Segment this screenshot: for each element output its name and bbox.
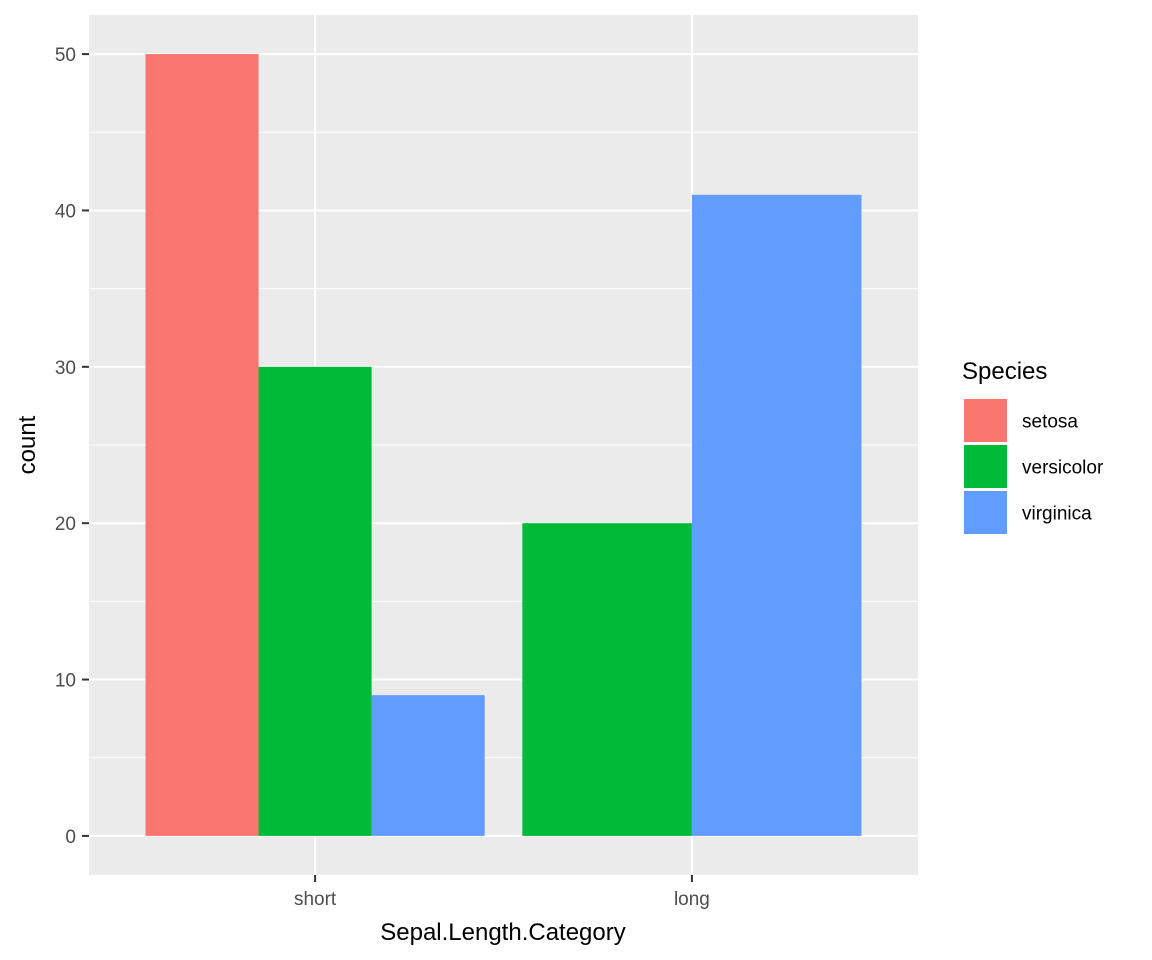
y-tick-label: 10: [55, 671, 76, 692]
y-tick-label: 40: [55, 201, 76, 222]
y-tick-label: 50: [55, 45, 76, 66]
legend-key-versicolor: [964, 445, 1007, 488]
bar-virginica-short: [371, 695, 485, 836]
bar-setosa-short: [145, 54, 259, 836]
bar-virginica-long: [691, 194, 862, 836]
bars: [145, 54, 862, 836]
legend-key-virginica: [964, 491, 1007, 534]
legend-items: setosa versicolor virginica: [963, 398, 1104, 535]
x-axis: short long: [294, 875, 710, 910]
y-tick-label: 0: [65, 827, 76, 848]
y-axis: 0 10 20 30 40 50: [55, 45, 89, 848]
legend-title: Species: [962, 358, 1047, 385]
legend-key-setosa: [964, 399, 1007, 442]
y-axis-title: count: [14, 415, 41, 474]
y-tick-label: 20: [55, 514, 76, 535]
x-tick-label-long: long: [674, 889, 710, 910]
legend-label-setosa: setosa: [1022, 412, 1078, 433]
bar-versicolor-short: [258, 366, 372, 836]
legend-label-versicolor: versicolor: [1022, 458, 1104, 479]
bar-versicolor-long: [522, 523, 692, 836]
y-tick-label: 30: [55, 358, 76, 379]
legend-label-virginica: virginica: [1022, 504, 1092, 525]
x-tick-label-short: short: [294, 889, 337, 910]
x-axis-title: Sepal.Length.Category: [380, 919, 626, 946]
legend: Species setosa versicolor virginica: [962, 358, 1104, 535]
